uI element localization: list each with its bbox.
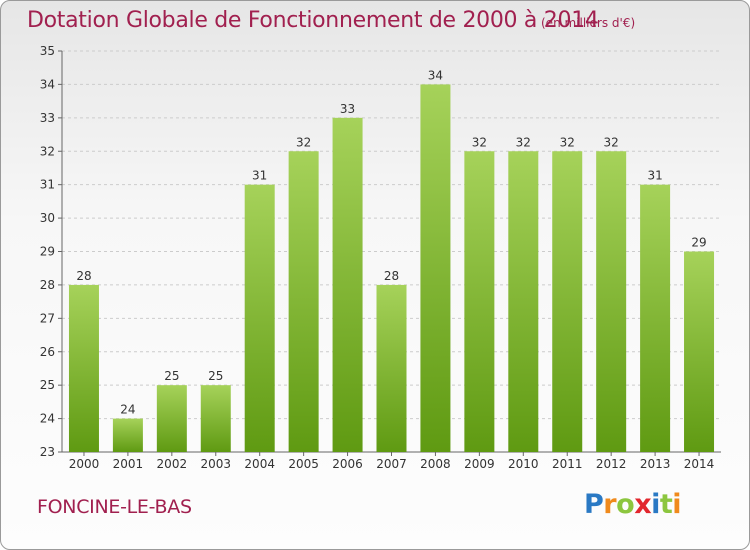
bar: [288, 151, 319, 452]
y-tick-label: 31: [40, 178, 55, 192]
x-tick-label: 2012: [596, 457, 627, 471]
bar-value-label: 32: [472, 135, 487, 149]
y-tick-label: 23: [40, 445, 55, 459]
x-tick-label: 2013: [640, 457, 671, 471]
logo-letter: P: [584, 489, 604, 520]
bar-value-label: 31: [252, 169, 267, 183]
logo-letter: x: [634, 489, 652, 520]
bar: [596, 151, 627, 452]
logo-letter: t: [659, 489, 673, 520]
bar: [552, 151, 583, 452]
chart-title: Dotation Globale de Fonctionnement de 20…: [27, 8, 599, 33]
commune-name: FONCINE-LE-BAS: [37, 496, 192, 518]
x-tick-label: 2001: [113, 457, 144, 471]
y-tick-label: 24: [40, 412, 55, 426]
bar-value-label: 33: [340, 102, 355, 116]
x-tick-label: 2002: [157, 457, 188, 471]
x-tick-label: 2009: [464, 457, 495, 471]
bar: [508, 151, 539, 452]
logo-letter: i: [651, 489, 660, 520]
bar: [684, 251, 715, 452]
x-tick-label: 2011: [552, 457, 583, 471]
bar-value-label: 28: [76, 269, 91, 283]
y-tick-label: 33: [40, 111, 55, 125]
y-tick-label: 25: [40, 378, 55, 392]
x-tick-label: 2000: [69, 457, 100, 471]
bar: [156, 385, 187, 452]
bar-value-label: 34: [428, 68, 443, 82]
bar: [420, 84, 451, 453]
y-tick-label: 27: [40, 311, 55, 325]
y-tick-label: 32: [40, 144, 55, 158]
proxiti-logo: Proxiti: [584, 489, 682, 520]
bar-value-label: 25: [164, 369, 179, 383]
bar-value-label: 24: [120, 403, 135, 417]
y-tick-label: 34: [40, 77, 55, 91]
y-tick-label: 35: [40, 44, 55, 58]
bar-value-label: 32: [604, 135, 619, 149]
bar-value-label: 32: [296, 135, 311, 149]
chart-unit: (en milliers d'€): [541, 16, 636, 30]
bar: [464, 151, 495, 452]
logo-letter: o: [616, 489, 635, 520]
x-tick-label: 2005: [288, 457, 319, 471]
x-tick-label: 2008: [420, 457, 451, 471]
y-tick-label: 30: [40, 211, 55, 225]
bar-value-label: 28: [384, 269, 399, 283]
y-tick-label: 29: [40, 245, 55, 259]
bar: [68, 284, 99, 452]
bar: [244, 184, 275, 452]
x-tick-label: 2004: [244, 457, 275, 471]
bar-value-label: 32: [516, 135, 531, 149]
bar: [112, 418, 143, 452]
x-tick-label: 2007: [376, 457, 407, 471]
bar-value-label: 32: [560, 135, 575, 149]
bar-value-label: 31: [647, 169, 662, 183]
logo-letter: i: [672, 489, 682, 520]
bar: [640, 184, 671, 452]
x-tick-label: 2010: [508, 457, 539, 471]
x-tick-label: 2003: [200, 457, 231, 471]
x-tick-label: 2006: [332, 457, 363, 471]
bar-value-label: 25: [208, 369, 223, 383]
logo-letter: r: [603, 489, 617, 520]
y-tick-label: 26: [40, 345, 55, 359]
bar: [332, 117, 363, 452]
bar: [200, 385, 231, 452]
y-tick-label: 28: [40, 278, 55, 292]
bar: [376, 284, 407, 452]
bar-value-label: 29: [691, 236, 706, 250]
x-tick-label: 2014: [684, 457, 715, 471]
